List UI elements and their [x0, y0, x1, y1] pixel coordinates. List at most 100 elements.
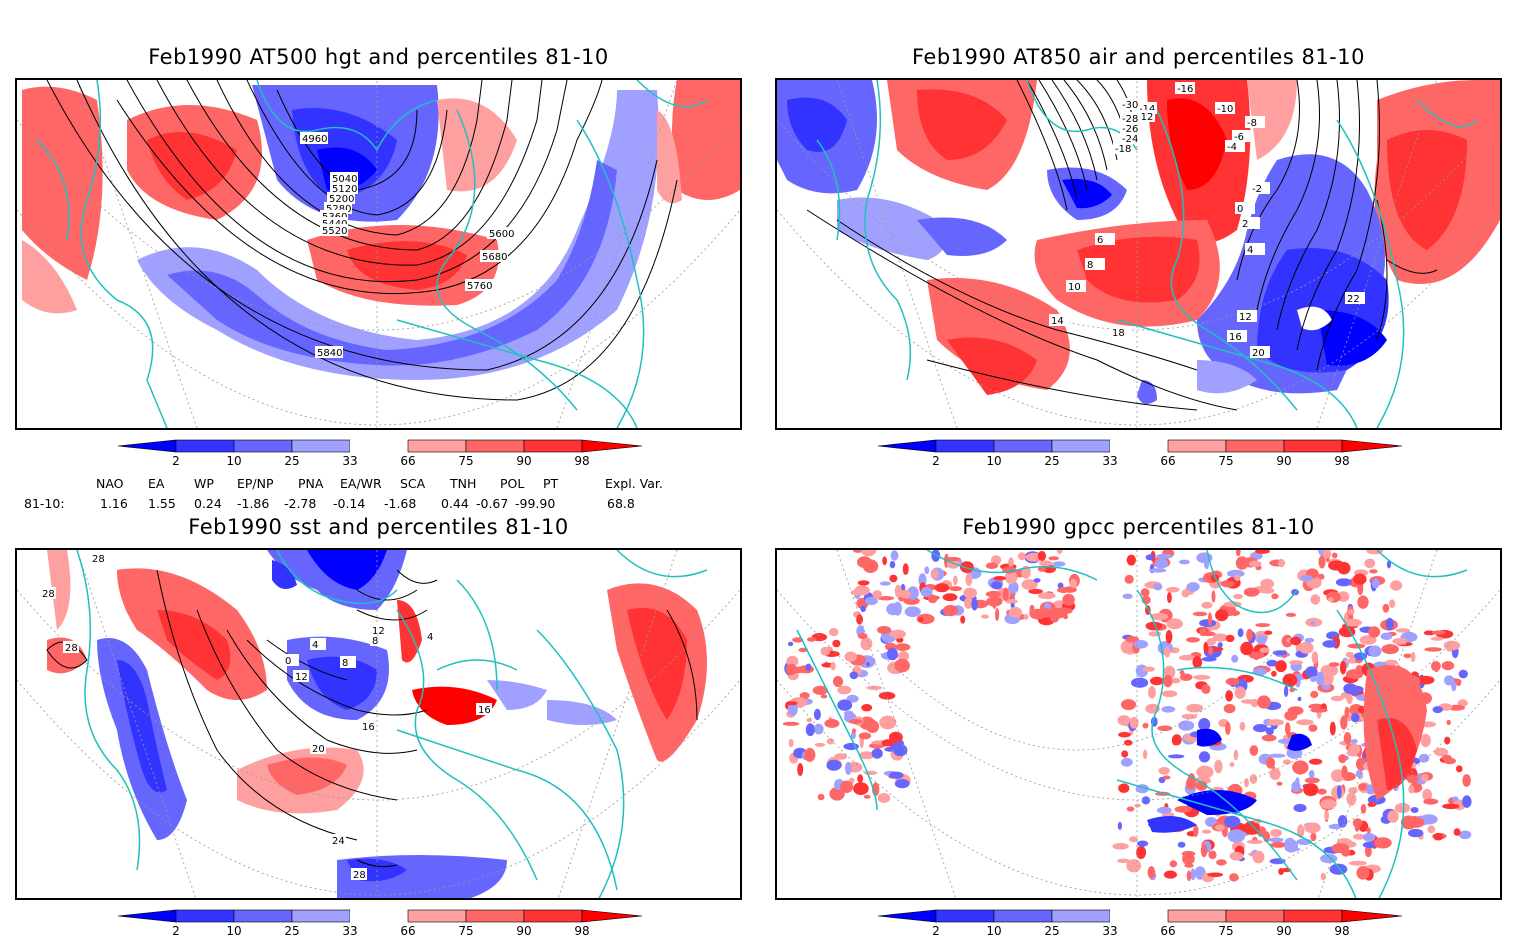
- precip-cell: [904, 606, 921, 618]
- precip-cell: [1453, 828, 1461, 836]
- precip-cell: [1339, 660, 1347, 675]
- precip-cell: [1118, 783, 1130, 793]
- precip-cell: [1270, 841, 1287, 848]
- precip-cell: [971, 598, 978, 611]
- precip-cell: [889, 574, 898, 583]
- precip-cell: [813, 723, 824, 735]
- precip-cell: [1214, 759, 1223, 774]
- precip-cell: [1352, 818, 1363, 828]
- precip-cell: [1457, 699, 1468, 707]
- precip-cell: [934, 583, 950, 593]
- precip-cell: [918, 617, 924, 623]
- precip-cell: [1368, 626, 1381, 638]
- precip-cell: [1125, 636, 1139, 643]
- precip-cell: [813, 708, 821, 721]
- precip-cell: [1148, 686, 1156, 699]
- precip-cell: [1220, 580, 1235, 588]
- precip-cell: [1268, 837, 1284, 843]
- precip-cell: [1157, 725, 1173, 732]
- precip-cell: [1261, 734, 1277, 742]
- precip-cell: [1141, 796, 1151, 805]
- precip-cell: [857, 580, 870, 586]
- contour-label: -28: [1122, 114, 1138, 125]
- colorbar-left-bottom: 2 10 25 33 66 75 90 98: [117, 909, 658, 950]
- panel-title-sst: Feb1990 sst and percentiles 81-10: [188, 515, 569, 539]
- precip-cell: [1008, 581, 1019, 594]
- precip-cell: [1285, 612, 1297, 617]
- precip-cell: [895, 643, 911, 651]
- precip-cell: [995, 608, 1000, 621]
- precip-cell: [1444, 736, 1451, 745]
- contour-label: 16: [362, 722, 375, 733]
- precip-cell: [894, 779, 910, 789]
- precip-cell: [857, 774, 864, 783]
- precip-cell: [1462, 795, 1472, 808]
- colorbar-tick-label: 2: [932, 924, 940, 938]
- precip-cell: [1348, 743, 1361, 755]
- panel-title-air850: Feb1990 AT850 air and percentiles 81-10: [912, 45, 1365, 69]
- precip-cell: [1235, 556, 1249, 570]
- colorbar-segment: [1167, 439, 1227, 453]
- precip-cell: [1308, 770, 1315, 779]
- index-value-sca: -1.68: [384, 496, 417, 511]
- precip-cell: [1349, 860, 1367, 866]
- precip-cell: [812, 685, 828, 695]
- colorbar-tick-label: 33: [342, 454, 357, 468]
- contour-label: 5600: [489, 229, 514, 240]
- precip-cell: [1168, 754, 1185, 759]
- precip-cell: [1158, 767, 1170, 775]
- contour-label: -2: [1252, 184, 1262, 195]
- contour-label: 8: [372, 636, 378, 647]
- precip-cell: [1364, 845, 1372, 858]
- colorbar-segment: [581, 439, 643, 453]
- precip-cell: [1289, 660, 1304, 665]
- precip-cell: [1118, 731, 1131, 738]
- precip-cell: [1223, 703, 1236, 714]
- precip-cell: [993, 576, 1007, 581]
- precip-cell: [1181, 713, 1198, 720]
- precip-cell: [1186, 870, 1192, 882]
- precip-cell: [1410, 807, 1419, 813]
- precip-cell: [1350, 739, 1358, 744]
- contour-label: -10: [1217, 104, 1233, 115]
- precip-cell: [853, 550, 863, 553]
- index-value-ea: 1.55: [148, 496, 176, 511]
- precip-cell: [1355, 665, 1364, 678]
- precip-cell: [1336, 785, 1342, 799]
- precip-cell: [1408, 785, 1415, 794]
- precip-cell: [1442, 803, 1460, 810]
- index-value-explvar: 68.8: [607, 496, 635, 511]
- precip-cell: [1362, 841, 1377, 849]
- contour-label: 14: [1051, 316, 1064, 327]
- precip-cell: [1145, 621, 1163, 631]
- contour-label: -24: [1122, 134, 1138, 145]
- map-panel-air850: -16 -14 -12 -10 -8 -6 -4 -2 0 2 4 6 8 10…: [775, 78, 1502, 430]
- precip-cell: [1171, 735, 1177, 746]
- colorbar-tick-label: 25: [1044, 924, 1059, 938]
- precip-cell: [1169, 860, 1178, 868]
- contour-label: 28: [42, 589, 55, 600]
- precip-cell: [1207, 612, 1213, 626]
- precip-cell: [1021, 579, 1038, 590]
- precip-cell: [1008, 557, 1014, 568]
- precip-cell: [1161, 706, 1176, 713]
- colorbar-tick-label: 98: [1334, 454, 1349, 468]
- precip-cell: [1272, 650, 1287, 656]
- index-name-pt: PT: [543, 476, 559, 491]
- colorbar-segment: [935, 909, 995, 923]
- colorbar-segment: [523, 909, 583, 923]
- contour-label: 2: [1242, 219, 1248, 230]
- colorbar-left-top: 2 10 25 33 66 75 90 98: [117, 439, 658, 480]
- precip-cell: [1364, 558, 1376, 569]
- contour-label: 22: [1347, 294, 1360, 305]
- precip-cell: [1346, 792, 1357, 806]
- precip-cell: [1320, 872, 1326, 881]
- precip-cell: [1271, 670, 1277, 677]
- precip-cell: [893, 601, 902, 616]
- precip-cell: [1112, 843, 1129, 850]
- precip-cell: [805, 723, 815, 737]
- colorbar-tick-label: 25: [284, 924, 299, 938]
- precip-cell: [785, 701, 798, 706]
- precip-cell: [786, 655, 799, 667]
- precip-cell: [1234, 686, 1246, 699]
